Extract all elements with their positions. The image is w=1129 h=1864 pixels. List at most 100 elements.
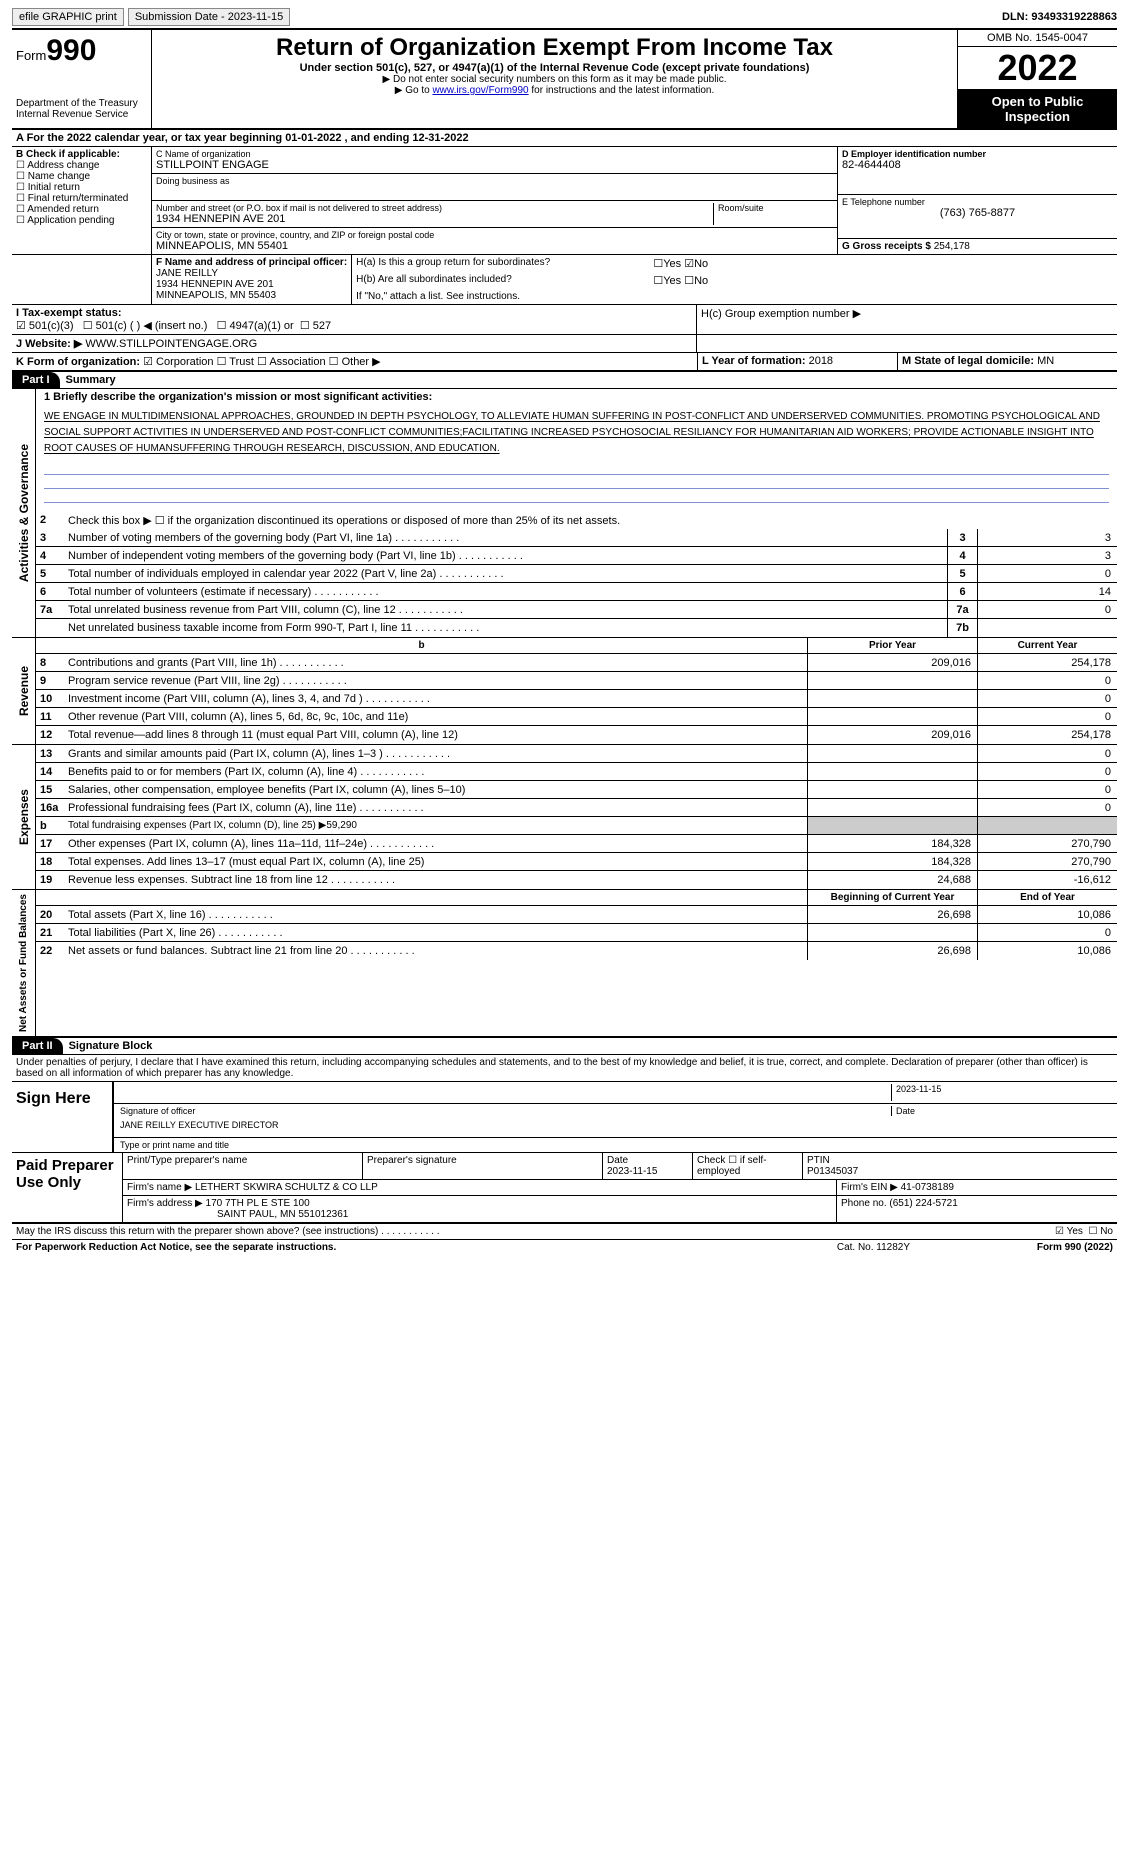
line7a: Total unrelated business revenue from Pa… bbox=[64, 604, 947, 616]
form-subtitle: Under section 501(c), 527, or 4947(a)(1)… bbox=[156, 62, 953, 74]
part2-header: Part II bbox=[12, 1038, 63, 1054]
hb-yesno[interactable]: ☐Yes ☐No bbox=[653, 274, 708, 287]
line11-curr: 0 bbox=[977, 708, 1117, 725]
form-title: Return of Organization Exempt From Incom… bbox=[156, 34, 953, 62]
line10-curr: 0 bbox=[977, 690, 1117, 707]
line16b: Total fundraising expenses (Part IX, col… bbox=[64, 820, 807, 831]
entity-grid: B Check if applicable: Address change Na… bbox=[12, 147, 1117, 255]
prep-selfemp[interactable]: Check ☐ if self-employed bbox=[693, 1153, 803, 1179]
open-to-public: Open to Public Inspection bbox=[958, 90, 1117, 128]
line-b: b bbox=[36, 638, 807, 653]
line16a: Professional fundraising fees (Part IX, … bbox=[64, 802, 807, 814]
chk-initial[interactable]: Initial return bbox=[16, 182, 147, 193]
line22-end: 10,086 bbox=[977, 942, 1117, 960]
line15-prior bbox=[807, 781, 977, 798]
website: WWW.STILLPOINTENGAGE.ORG bbox=[85, 338, 257, 350]
chk-other[interactable]: ☐ Other ▶ bbox=[329, 356, 381, 368]
section-a: A For the 2022 calendar year, or tax yea… bbox=[12, 130, 1117, 147]
line2: Check this box ▶ ☐ if the organization d… bbox=[64, 514, 1117, 527]
line8: Contributions and grants (Part VIII, lin… bbox=[64, 657, 807, 669]
ha-yesno[interactable]: ☐Yes ☑No bbox=[653, 257, 708, 270]
line20-end: 10,086 bbox=[977, 906, 1117, 923]
prep-name-hdr: Print/Type preparer's name bbox=[123, 1153, 363, 1179]
chk-4947[interactable]: ☐ 4947(a)(1) or bbox=[217, 320, 294, 332]
line21-begin bbox=[807, 924, 977, 941]
line13-prior bbox=[807, 745, 977, 762]
paperwork-notice: For Paperwork Reduction Act Notice, see … bbox=[16, 1242, 837, 1253]
irs-link[interactable]: www.irs.gov/Form990 bbox=[432, 85, 528, 96]
street-label: Number and street (or P.O. box if mail i… bbox=[156, 203, 713, 213]
omb-number: OMB No. 1545-0047 bbox=[958, 30, 1117, 47]
sig-officer-label: Signature of officer bbox=[120, 1106, 891, 1116]
line17: Other expenses (Part IX, column (A), lin… bbox=[64, 838, 807, 850]
line11-prior bbox=[807, 708, 977, 725]
line10-prior bbox=[807, 690, 977, 707]
efile-button[interactable]: efile GRAPHIC print bbox=[12, 8, 124, 26]
dln: DLN: 93493319228863 bbox=[1002, 11, 1117, 23]
end-year-hdr: End of Year bbox=[977, 890, 1117, 905]
line18: Total expenses. Add lines 13–17 (must eq… bbox=[64, 856, 807, 868]
line12: Total revenue—add lines 8 through 11 (mu… bbox=[64, 729, 807, 741]
line3-val: 3 bbox=[977, 529, 1117, 546]
domicile-label: M State of legal domicile: bbox=[902, 355, 1034, 367]
firm-phone-label: Phone no. bbox=[841, 1198, 887, 1209]
officer-name: JANE REILLY bbox=[156, 268, 347, 279]
line15: Salaries, other compensation, employee b… bbox=[64, 784, 807, 796]
tax-exempt-label: I Tax-exempt status: bbox=[16, 307, 122, 319]
chk-501c[interactable]: ☐ 501(c) ( ) ◀ (insert no.) bbox=[83, 320, 208, 332]
chk-address[interactable]: Address change bbox=[16, 160, 147, 171]
dba-label: Doing business as bbox=[156, 176, 833, 186]
chk-trust[interactable]: ☐ Trust bbox=[217, 356, 254, 368]
chk-assoc[interactable]: ☐ Association bbox=[257, 356, 326, 368]
line13-curr: 0 bbox=[977, 745, 1117, 762]
part1-title: Summary bbox=[60, 372, 122, 388]
form-header: Form990 Department of the Treasury Inter… bbox=[12, 30, 1117, 130]
firm-addr-label: Firm's address ▶ bbox=[127, 1198, 203, 1209]
dept-treasury: Department of the Treasury Internal Reve… bbox=[16, 98, 147, 120]
chk-app-pending[interactable]: Application pending bbox=[16, 215, 147, 226]
sig-date: 2023-11-15 bbox=[891, 1084, 1111, 1101]
form-org-label: K Form of organization: bbox=[16, 356, 140, 368]
line4-val: 3 bbox=[977, 547, 1117, 564]
line12-curr: 254,178 bbox=[977, 726, 1117, 744]
blank-line bbox=[44, 489, 1109, 503]
gross-receipts: 254,178 bbox=[934, 241, 970, 252]
line16b-prior bbox=[807, 817, 977, 834]
org-name: STILLPOINT ENGAGE bbox=[156, 159, 833, 171]
line7a-val: 0 bbox=[977, 601, 1117, 618]
tax-year: 2022 bbox=[958, 47, 1117, 90]
line5: Total number of individuals employed in … bbox=[64, 568, 947, 580]
line3: Number of voting members of the governin… bbox=[64, 532, 947, 544]
chk-name[interactable]: Name change bbox=[16, 171, 147, 182]
line21-end: 0 bbox=[977, 924, 1117, 941]
ein: 82-4644408 bbox=[842, 159, 1113, 171]
chk-527[interactable]: ☐ 527 bbox=[300, 320, 331, 332]
line19: Revenue less expenses. Subtract line 18 … bbox=[64, 874, 807, 886]
chk-final[interactable]: Final return/terminated bbox=[16, 193, 147, 204]
line19-curr: -16,612 bbox=[977, 871, 1117, 889]
discuss-yesno[interactable]: ☑ Yes ☐ No bbox=[1055, 1226, 1113, 1237]
line20-begin: 26,698 bbox=[807, 906, 977, 923]
phone-label: E Telephone number bbox=[842, 197, 1113, 207]
ein-label: D Employer identification number bbox=[842, 149, 986, 159]
ptin: P01345037 bbox=[807, 1166, 858, 1177]
city-label: City or town, state or province, country… bbox=[156, 230, 833, 240]
side-activities: Activities & Governance bbox=[15, 440, 33, 586]
prep-date: 2023-11-15 bbox=[607, 1166, 657, 1177]
org-name-label: C Name of organization bbox=[156, 149, 833, 159]
firm-phone: (651) 224-5721 bbox=[889, 1198, 957, 1209]
chk-501c3[interactable]: ☑ 501(c)(3) bbox=[16, 320, 74, 332]
part1-header: Part I bbox=[12, 372, 60, 388]
chk-corp[interactable]: ☑ Corporation bbox=[143, 356, 213, 368]
line16a-curr: 0 bbox=[977, 799, 1117, 816]
domicile: MN bbox=[1037, 355, 1054, 367]
line8-curr: 254,178 bbox=[977, 654, 1117, 671]
firm-name-label: Firm's name ▶ bbox=[127, 1182, 192, 1193]
cat-no: Cat. No. 11282Y bbox=[837, 1242, 1037, 1253]
chk-amended[interactable]: Amended return bbox=[16, 204, 147, 215]
room-label: Room/suite bbox=[718, 203, 833, 213]
officer-name-title: JANE REILLY EXECUTIVE DIRECTOR bbox=[120, 1120, 1111, 1135]
ha-label: H(a) Is this a group return for subordin… bbox=[356, 257, 653, 270]
line16a-prior bbox=[807, 799, 977, 816]
line14-curr: 0 bbox=[977, 763, 1117, 780]
